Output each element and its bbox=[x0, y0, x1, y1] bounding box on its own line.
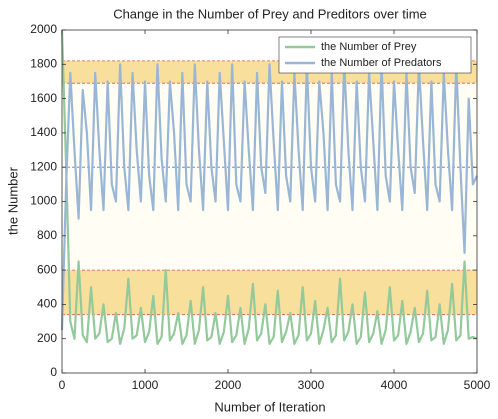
series-line bbox=[60, 63, 478, 331]
y-tick-label: 1200 bbox=[30, 159, 57, 173]
y-tick-label: 2000 bbox=[30, 22, 57, 36]
y-tick-label: 600 bbox=[37, 262, 57, 276]
x-tick-label: 2000 bbox=[215, 378, 242, 392]
x-tick-label: 3000 bbox=[298, 378, 325, 392]
y-tick-label: 1000 bbox=[30, 194, 57, 208]
y-tick-label: 400 bbox=[37, 297, 57, 311]
x-tick-label: 0 bbox=[59, 378, 66, 392]
y-tick-label: 1400 bbox=[30, 125, 57, 139]
y-axis-label: the Number bbox=[5, 166, 20, 235]
legend-box bbox=[278, 36, 472, 74]
legend-label: the Number of Predators bbox=[321, 57, 442, 69]
y-tick-label: 1600 bbox=[30, 91, 57, 105]
legend: the Number of Prey the Number of Predator… bbox=[278, 36, 472, 74]
x-tick-label: 4000 bbox=[381, 378, 408, 392]
legend-label: the Number of Prey bbox=[321, 41, 417, 53]
x-tick-label: 1000 bbox=[132, 378, 159, 392]
y-tick-label: 200 bbox=[37, 331, 57, 345]
series-line bbox=[60, 29, 478, 345]
y-tick-label: 0 bbox=[50, 365, 57, 379]
x-tick-label: 5000 bbox=[464, 378, 491, 392]
chart-title: Change in the Number of Prey and Predito… bbox=[113, 6, 427, 21]
y-tick-label: 800 bbox=[37, 228, 57, 242]
x-axis-label: Number of Iteration bbox=[214, 399, 325, 414]
y-tick-label: 1800 bbox=[30, 56, 57, 70]
